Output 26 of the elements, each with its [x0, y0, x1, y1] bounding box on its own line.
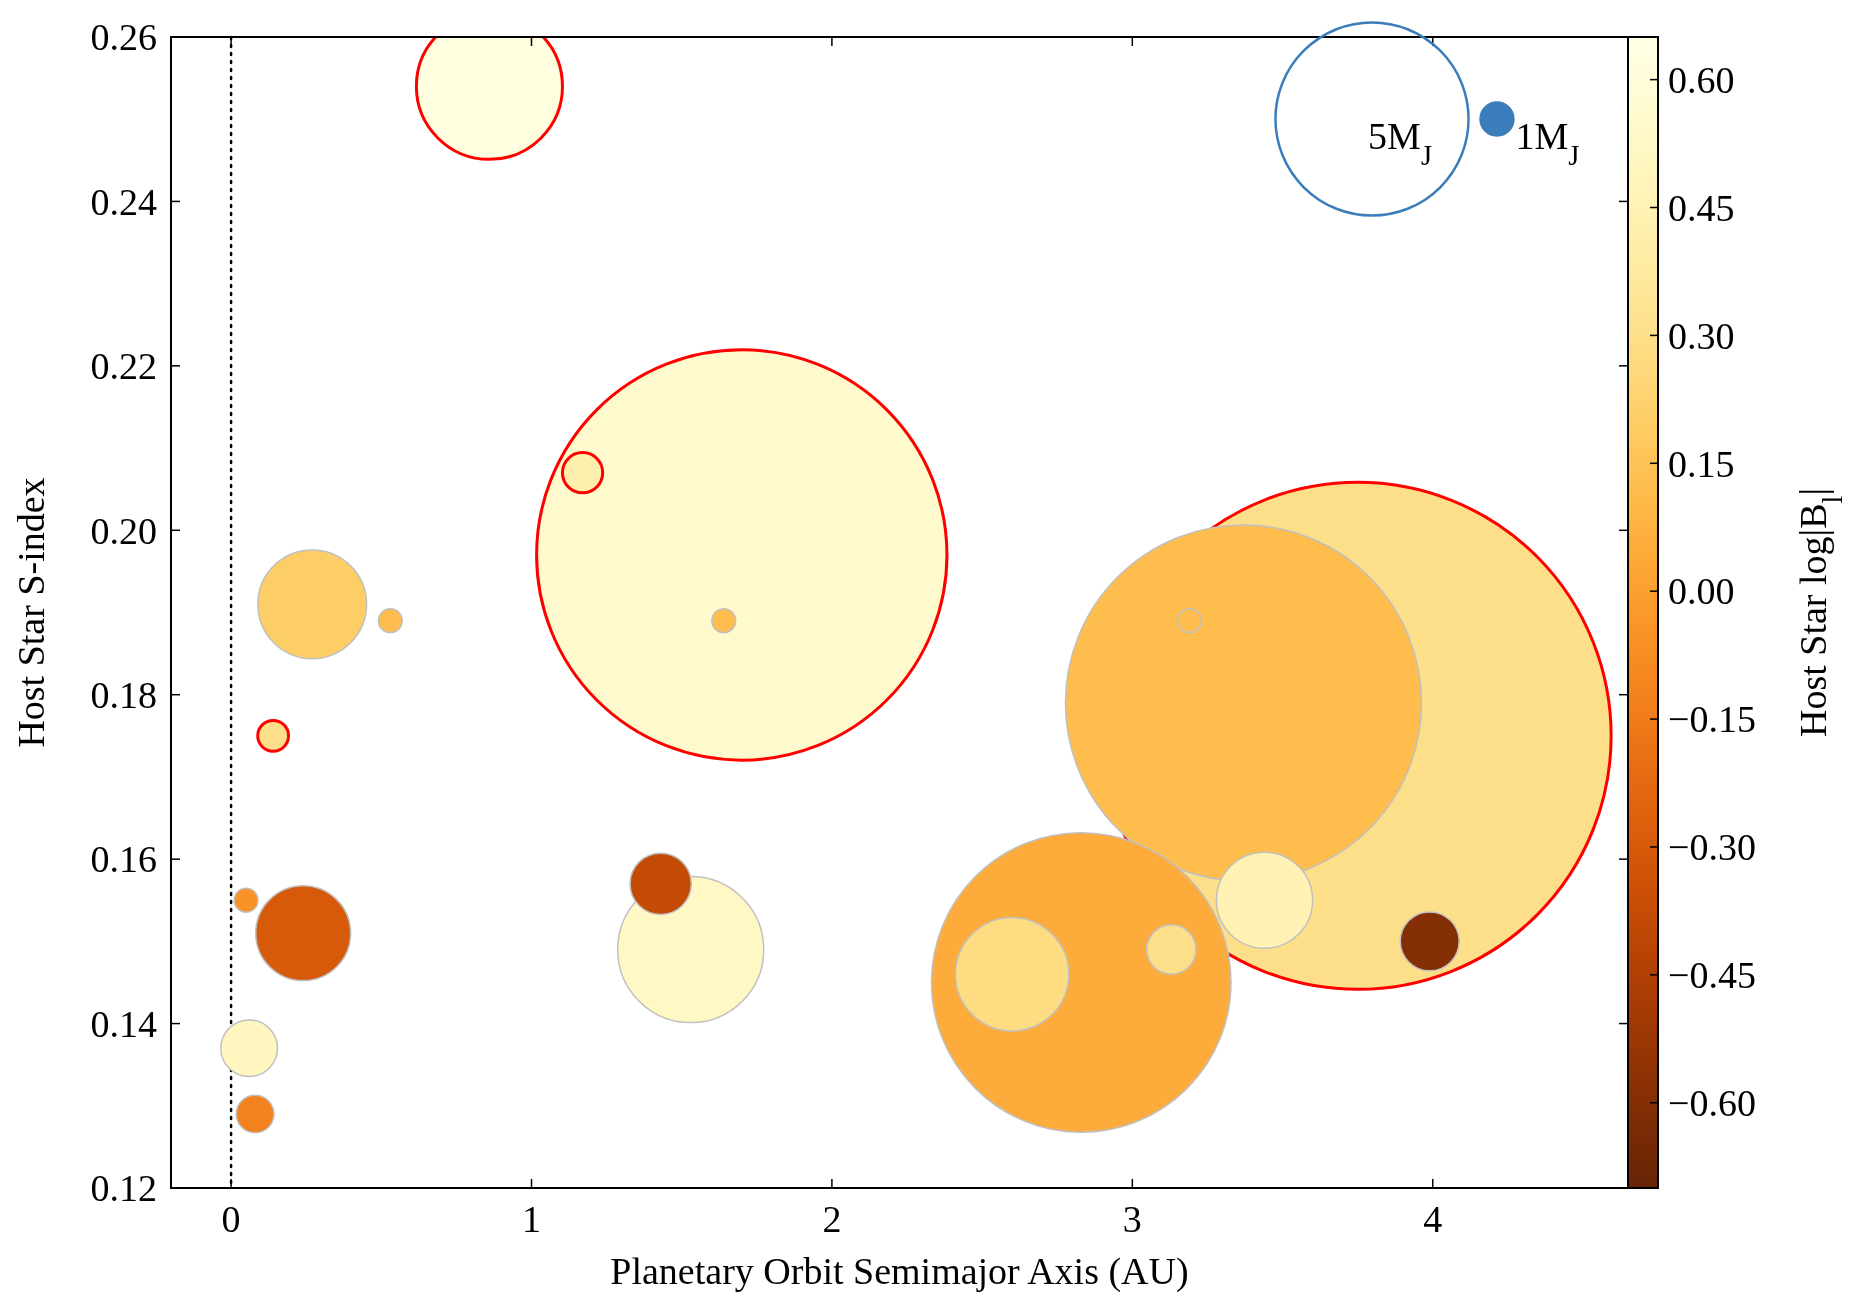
x-tick-label: 1	[521, 1198, 541, 1240]
x-axis-title: Planetary Orbit Semimajor Axis (AU)	[610, 1250, 1189, 1293]
color-bar-label: −0.30	[1668, 826, 1756, 869]
color-bar-label: 0.15	[1668, 442, 1735, 485]
color-bar-label: −0.15	[1668, 698, 1756, 741]
y-tick-label: 0.26	[90, 16, 157, 59]
color-bar-label: 0.60	[1668, 58, 1735, 101]
color-bar-label: 0.45	[1668, 186, 1735, 229]
legend-label: 1M$_{J}$	[1515, 115, 1580, 171]
y-tick-label: 0.20	[90, 509, 157, 552]
legend-label: 5M$_{J}$	[1368, 115, 1432, 171]
x-tick-label: 3	[1122, 1198, 1142, 1240]
color-bar-label: 0.00	[1668, 570, 1735, 613]
x-tick-label: 0	[221, 1198, 241, 1240]
color-bar-label: −0.45	[1668, 954, 1756, 997]
y-axis-title: Host Star S-index	[10, 477, 52, 748]
y-tick-label: 0.24	[90, 180, 157, 223]
y-tick-label: 0.14	[90, 1002, 157, 1045]
y-tick-label: 0.18	[90, 674, 157, 717]
color-bar-label: 0.30	[1668, 314, 1735, 357]
x-tick-label: 2	[822, 1198, 842, 1240]
y-tick-label: 0.22	[90, 345, 157, 388]
y-tick-label: 0.16	[90, 838, 157, 881]
y-tick-label: 0.12	[90, 1167, 157, 1210]
color-bar-label: −0.60	[1668, 1082, 1756, 1125]
x-tick-label: 4	[1423, 1198, 1443, 1240]
